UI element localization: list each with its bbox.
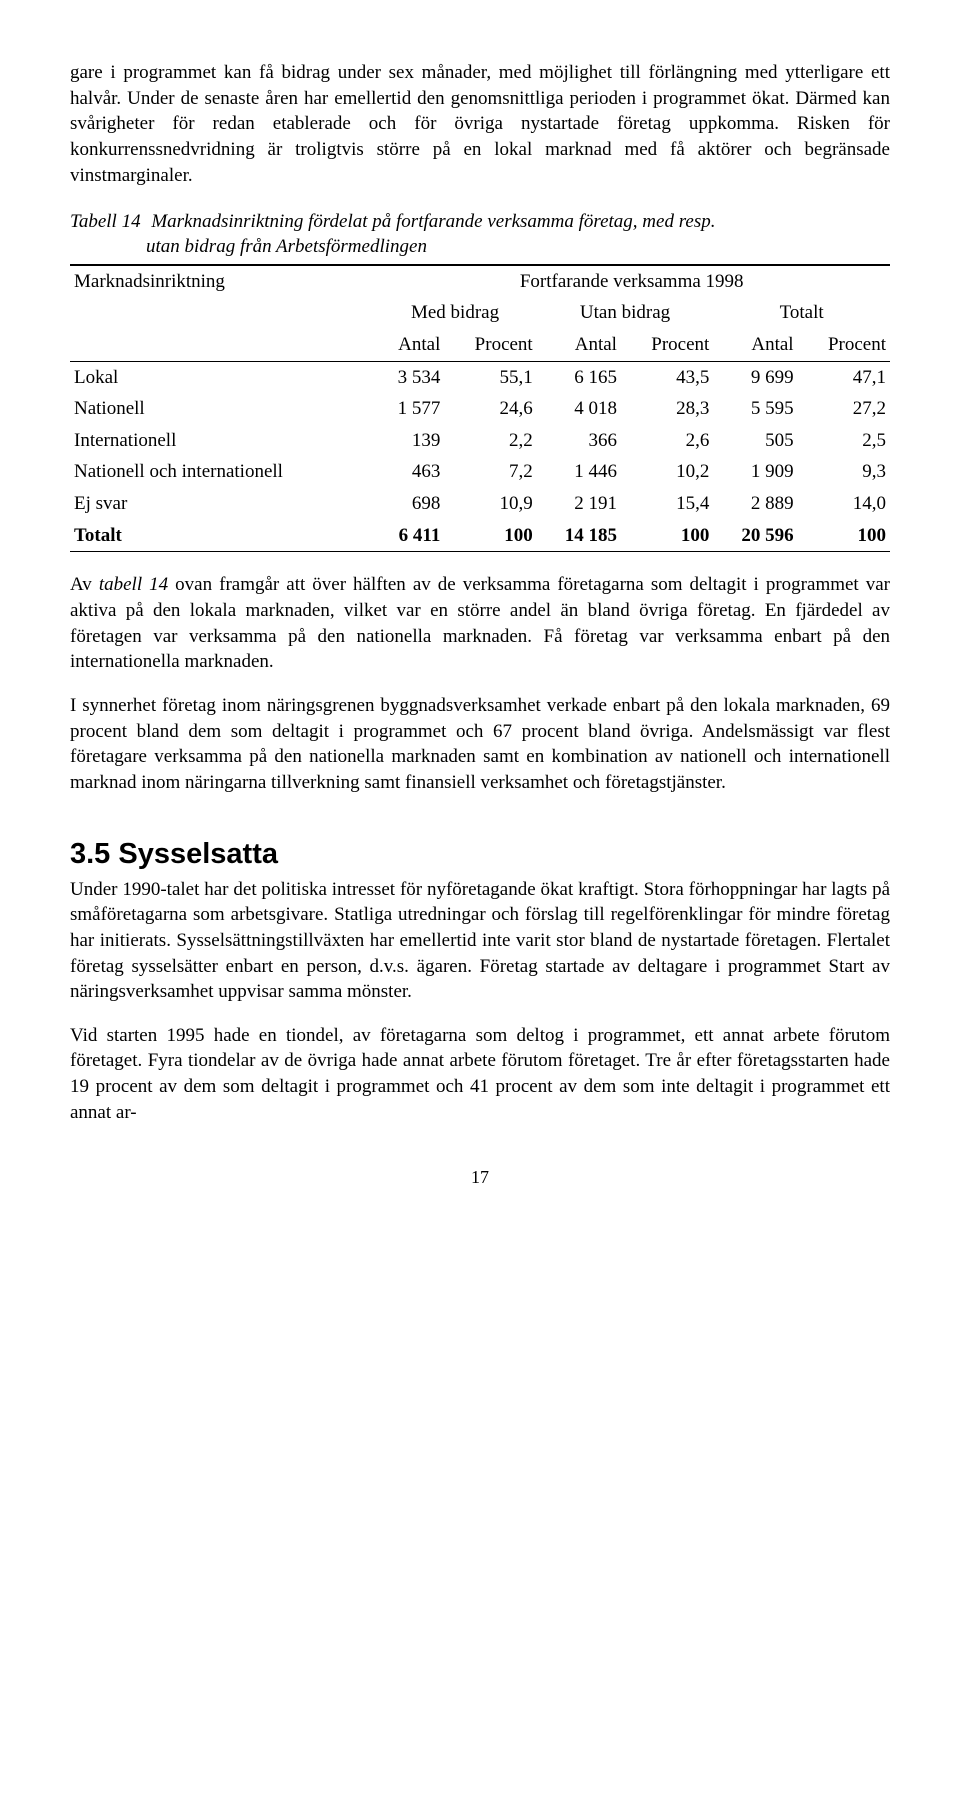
- col-procent-2: Procent: [621, 329, 713, 361]
- para2-a: Av: [70, 574, 99, 595]
- table-caption-line1: Marknadsinriktning fördelat på fortfaran…: [145, 211, 715, 232]
- row-label: Ej svar: [70, 488, 373, 520]
- sub-col-2: Utan bidrag: [537, 297, 714, 329]
- cell-p3: 47,1: [798, 361, 890, 393]
- total-p2: 100: [621, 520, 713, 552]
- cell-a2: 2 191: [537, 488, 621, 520]
- cell-a2: 366: [537, 425, 621, 457]
- col-antal-3: Antal: [713, 329, 797, 361]
- paragraph-5: Vid starten 1995 hade en tiondel, av för…: [70, 1023, 890, 1126]
- data-table: Marknadsinriktning Fortfarande verksamma…: [70, 264, 890, 553]
- table-row: Ej svar69810,92 19115,42 88914,0: [70, 488, 890, 520]
- col-label: Marknadsinriktning: [70, 265, 373, 361]
- row-label: Nationell och internationell: [70, 456, 373, 488]
- cell-p3: 14,0: [798, 488, 890, 520]
- table-row: Nationell och internationell4637,21 4461…: [70, 456, 890, 488]
- section-heading: 3.5 Sysselsatta: [70, 835, 890, 874]
- cell-a1: 1 577: [373, 393, 444, 425]
- paragraph-1: gare i programmet kan få bidrag under se…: [70, 60, 890, 188]
- col-antal-2: Antal: [537, 329, 621, 361]
- cell-p3: 27,2: [798, 393, 890, 425]
- cell-a3: 9 699: [713, 361, 797, 393]
- table-label: Tabell 14: [70, 211, 141, 232]
- row-label: Lokal: [70, 361, 373, 393]
- cell-a2: 1 446: [537, 456, 621, 488]
- cell-p2: 10,2: [621, 456, 713, 488]
- total-p1: 100: [444, 520, 536, 552]
- cell-p1: 7,2: [444, 456, 536, 488]
- total-a2: 14 185: [537, 520, 621, 552]
- cell-p2: 43,5: [621, 361, 713, 393]
- cell-p1: 10,9: [444, 488, 536, 520]
- row-label: Nationell: [70, 393, 373, 425]
- total-a1: 6 411: [373, 520, 444, 552]
- col-procent-1: Procent: [444, 329, 536, 361]
- table-row: Nationell1 57724,64 01828,35 59527,2: [70, 393, 890, 425]
- cell-a2: 4 018: [537, 393, 621, 425]
- cell-p2: 2,6: [621, 425, 713, 457]
- cell-p2: 15,4: [621, 488, 713, 520]
- cell-p3: 2,5: [798, 425, 890, 457]
- cell-a3: 2 889: [713, 488, 797, 520]
- sub-col-1: Med bidrag: [373, 297, 536, 329]
- paragraph-4: Under 1990-talet har det politiska intre…: [70, 877, 890, 1005]
- table-row: Internationell1392,23662,65052,5: [70, 425, 890, 457]
- cell-a3: 5 595: [713, 393, 797, 425]
- cell-p1: 55,1: [444, 361, 536, 393]
- cell-p3: 9,3: [798, 456, 890, 488]
- sub-col-3: Totalt: [713, 297, 890, 329]
- cell-a1: 698: [373, 488, 444, 520]
- total-row: Totalt 6 411 100 14 185 100 20 596 100: [70, 520, 890, 552]
- cell-p1: 24,6: [444, 393, 536, 425]
- paragraph-2: Av tabell 14 ovan framgår att över hälft…: [70, 572, 890, 675]
- total-label: Totalt: [70, 520, 373, 552]
- group-header: Fortfarande verksamma 1998: [373, 265, 890, 298]
- cell-a3: 505: [713, 425, 797, 457]
- cell-a3: 1 909: [713, 456, 797, 488]
- cell-a1: 463: [373, 456, 444, 488]
- total-a3: 20 596: [713, 520, 797, 552]
- total-p3: 100: [798, 520, 890, 552]
- paragraph-3: I synnerhet företag inom näringsgrenen b…: [70, 693, 890, 796]
- para2-b: ovan framgår att över hälften av de verk…: [70, 574, 890, 672]
- para2-ref: tabell 14: [99, 574, 168, 595]
- table-row: Lokal3 53455,16 16543,59 69947,1: [70, 361, 890, 393]
- table-caption: Tabell 14 Marknadsinriktning fördelat på…: [70, 210, 890, 259]
- table-header-row-1: Marknadsinriktning Fortfarande verksamma…: [70, 265, 890, 298]
- cell-a2: 6 165: [537, 361, 621, 393]
- row-label: Internationell: [70, 425, 373, 457]
- cell-p1: 2,2: [444, 425, 536, 457]
- cell-p2: 28,3: [621, 393, 713, 425]
- col-antal-1: Antal: [373, 329, 444, 361]
- cell-a1: 139: [373, 425, 444, 457]
- cell-a1: 3 534: [373, 361, 444, 393]
- table-caption-line2: utan bidrag från Arbetsförmedlingen: [70, 235, 890, 260]
- col-procent-3: Procent: [798, 329, 890, 361]
- page-number: 17: [70, 1165, 890, 1189]
